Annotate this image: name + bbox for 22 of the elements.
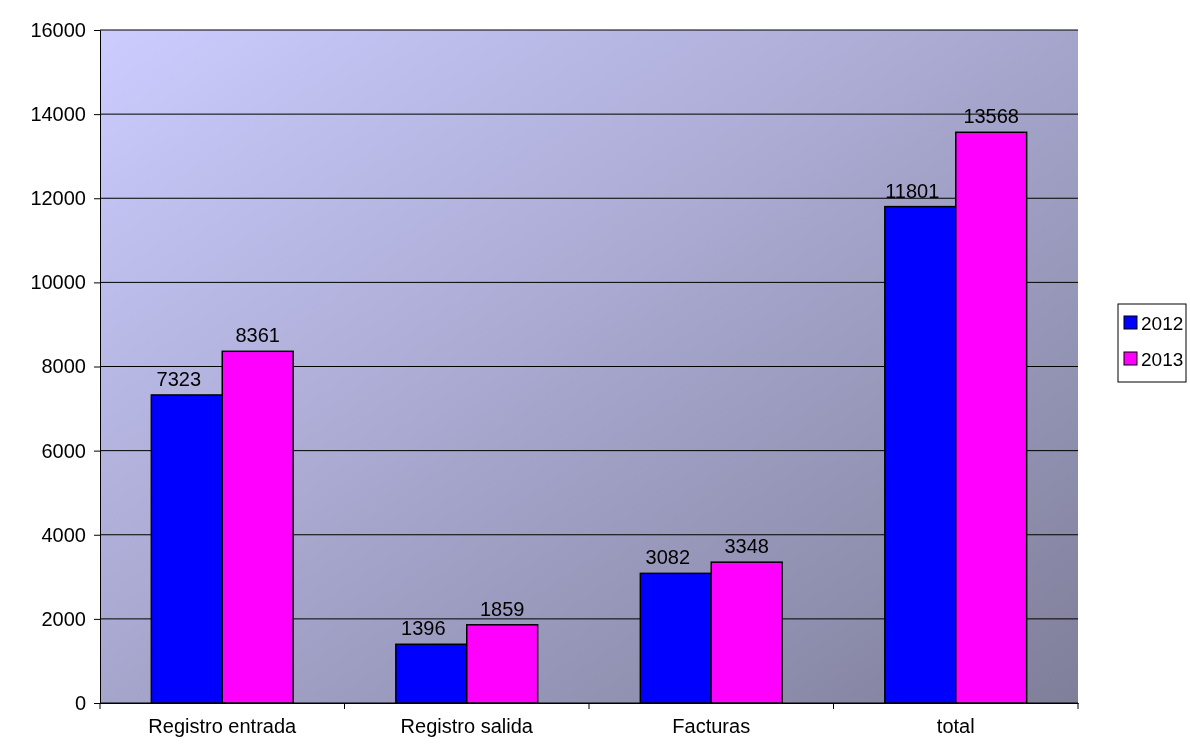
x-tick-label: Registro salida <box>400 715 534 738</box>
data-label: 3348 <box>724 535 769 558</box>
x-tick-label: Registro entrada <box>148 715 298 738</box>
data-label: 11801 <box>885 179 940 202</box>
data-label: 1859 <box>479 597 525 620</box>
data-label: 8361 <box>235 324 280 347</box>
y-tick-label: 4000 <box>41 523 86 546</box>
x-tick-label: total <box>936 715 975 738</box>
y-tick-label: 8000 <box>41 355 86 378</box>
y-tick-label: 0 <box>74 691 86 714</box>
data-label: 3082 <box>645 546 691 569</box>
legend-label: 2013 <box>1141 349 1184 370</box>
legend-label: 2012 <box>1141 313 1184 334</box>
y-tick-label: 12000 <box>30 187 86 210</box>
y-tick-label: 16000 <box>30 18 86 41</box>
y-tick-label: 6000 <box>41 439 86 462</box>
y-tick-label: 14000 <box>30 103 86 126</box>
data-label: 7323 <box>156 367 202 390</box>
y-tick-label: 10000 <box>30 271 86 294</box>
data-label: 1396 <box>401 617 446 640</box>
y-tick-label: 2000 <box>41 607 86 630</box>
x-tick-label: Facturas <box>672 715 751 738</box>
